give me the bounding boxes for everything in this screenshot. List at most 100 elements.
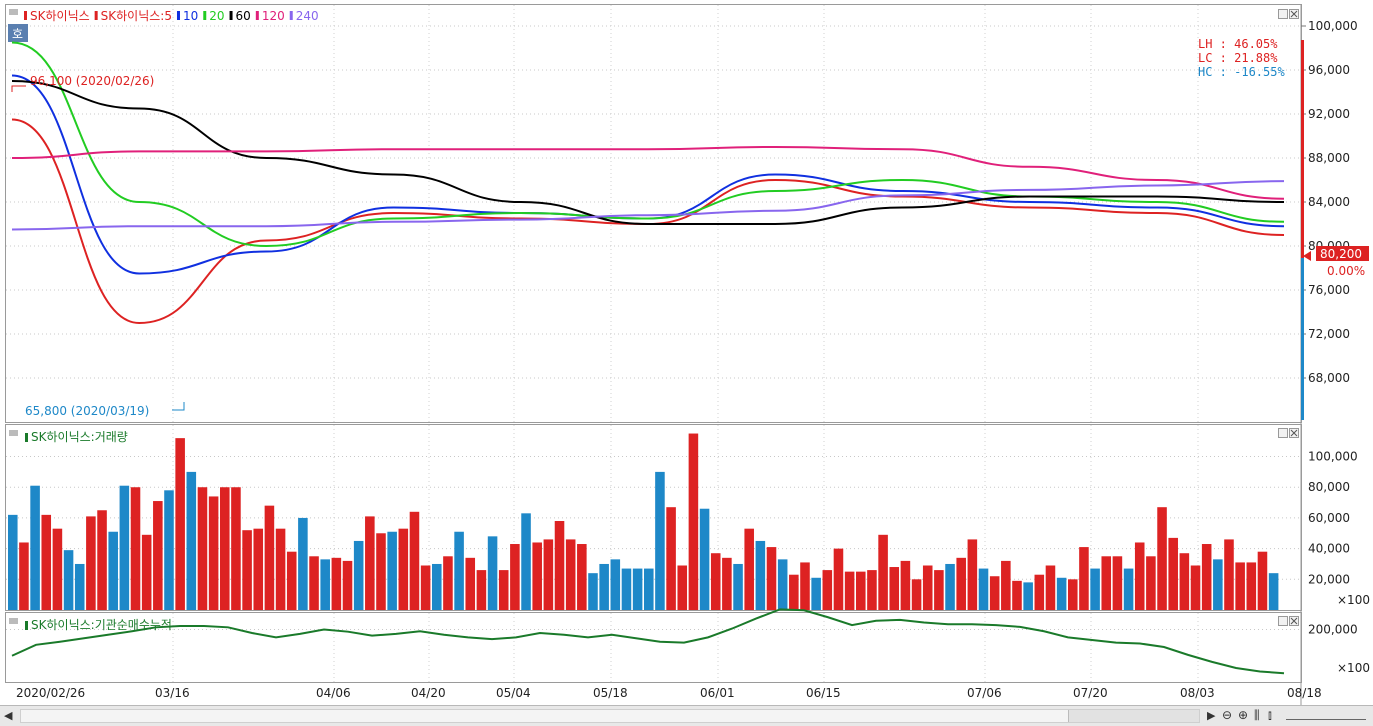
volume-bar bbox=[1056, 577, 1067, 610]
panel-menu-icon[interactable] bbox=[9, 430, 18, 436]
x-axis: 2020/02/26 03/16 04/06 04/20 05/04 05/18 06/01… bbox=[16, 686, 1322, 700]
current-change: 0.00% bbox=[1327, 264, 1365, 278]
quote-badge-text: 호 bbox=[12, 27, 23, 41]
volume-bar bbox=[822, 570, 833, 610]
volume-bar bbox=[733, 563, 743, 610]
price-range-bar-up bbox=[1301, 40, 1304, 420]
volume-bar bbox=[967, 539, 978, 610]
legend-swatch bbox=[255, 11, 259, 20]
x-tick-label: 07/20 bbox=[1073, 686, 1108, 700]
quote-badge[interactable] bbox=[8, 24, 28, 42]
volume-unit: ×100 bbox=[1337, 593, 1370, 607]
price-tick-label: 84,000 bbox=[1308, 195, 1350, 209]
volume-bar bbox=[398, 528, 409, 610]
institution-panel[interactable] bbox=[5, 612, 1302, 683]
institution-panel-window-buttons[interactable] bbox=[1278, 616, 1299, 626]
legend-item: 120 bbox=[262, 9, 285, 23]
price-panel[interactable] bbox=[5, 4, 1302, 423]
volume-tick-label: 80,000 bbox=[1308, 480, 1350, 494]
scroll-left-icon[interactable]: ◀ bbox=[4, 709, 13, 722]
volume-bar bbox=[777, 559, 788, 610]
legend-item: SK하이닉스:5 bbox=[101, 9, 172, 23]
volume-bar bbox=[465, 557, 476, 610]
ma-line-60 bbox=[11, 80, 1285, 226]
volume-bar bbox=[220, 487, 230, 610]
institution-plot bbox=[11, 608, 1285, 675]
price-tick-label: 96,000 bbox=[1308, 63, 1350, 77]
volume-bar bbox=[1134, 542, 1145, 610]
restore-icon[interactable] bbox=[1278, 428, 1288, 438]
volume-bar bbox=[420, 565, 431, 610]
legend-swatch bbox=[229, 11, 233, 20]
x-tick-label: 07/06 bbox=[967, 686, 1002, 700]
volume-bar bbox=[8, 514, 18, 610]
restore-icon[interactable] bbox=[1278, 616, 1288, 626]
x-tick-label: 06/15 bbox=[806, 686, 841, 700]
x-tick-label: 08/18 bbox=[1287, 686, 1322, 700]
zoom-in-icon[interactable]: ⊕ bbox=[1238, 708, 1249, 722]
volume-bar bbox=[498, 570, 509, 610]
bar-width-icon[interactable]: ⫾ bbox=[1268, 708, 1272, 722]
volume-bar bbox=[688, 433, 699, 610]
stat-lh: LH : 46.05% bbox=[1198, 37, 1278, 51]
volume-bar bbox=[1068, 579, 1078, 610]
volume-bar bbox=[989, 576, 1000, 610]
volume-bar bbox=[644, 568, 654, 610]
restore-icon[interactable] bbox=[1278, 9, 1288, 19]
volume-bar bbox=[331, 557, 342, 610]
volume-bar bbox=[1101, 556, 1112, 610]
price-tick-label: 72,000 bbox=[1308, 327, 1350, 341]
price-panel-window-buttons[interactable] bbox=[1278, 9, 1299, 19]
x-tick-label: 03/16 bbox=[155, 686, 190, 700]
volume-bar bbox=[1268, 573, 1279, 610]
stock-chart[interactable]: 호 SK하이닉스 SK하이닉스:5 10 20 60 120 240 SK하이닉스:거래량 … bbox=[0, 0, 1373, 705]
scrollbar-thumb[interactable] bbox=[1068, 710, 1199, 722]
volume-panel-window-buttons[interactable] bbox=[1278, 428, 1299, 438]
volume-bar bbox=[186, 471, 197, 610]
zoom-slider[interactable] bbox=[1286, 708, 1366, 720]
volume-bar bbox=[956, 557, 966, 610]
high-marker bbox=[11, 85, 26, 92]
scroll-right-icon[interactable]: ▶ bbox=[1207, 709, 1216, 722]
volume-bar bbox=[922, 565, 933, 610]
volume-bar bbox=[588, 573, 598, 610]
volume-plot bbox=[8, 433, 1279, 610]
volume-bar bbox=[978, 568, 989, 610]
volume-bar bbox=[766, 547, 777, 610]
volume-bar bbox=[86, 516, 96, 610]
zoom-out-icon[interactable]: ⊖ bbox=[1222, 708, 1233, 722]
volume-bar bbox=[409, 511, 420, 610]
volume-bar bbox=[510, 544, 520, 610]
legend-swatch bbox=[289, 11, 293, 20]
volume-bar bbox=[811, 577, 821, 610]
volume-bar bbox=[577, 544, 587, 610]
horizontal-scrollbar[interactable] bbox=[20, 709, 1200, 723]
bar-spacing-icon[interactable]: ⫼ bbox=[1254, 708, 1260, 722]
panel-menu-icon[interactable] bbox=[9, 618, 18, 624]
volume-bar bbox=[945, 563, 955, 610]
panel-menu-icon[interactable] bbox=[9, 9, 18, 15]
volume-bar bbox=[353, 540, 364, 610]
legend-swatch bbox=[203, 11, 207, 20]
legend-swatch bbox=[24, 11, 27, 20]
volume-bar bbox=[867, 570, 877, 610]
volume-bar bbox=[521, 513, 531, 610]
bottom-toolbar: ◀ ▶ ⊖ ⊕ ⫼ ⫾ bbox=[0, 705, 1373, 726]
volume-bar bbox=[610, 559, 621, 610]
volume-bar bbox=[699, 508, 710, 610]
volume-bar bbox=[1034, 574, 1045, 610]
volume-bar bbox=[309, 556, 319, 610]
volume-bar bbox=[30, 485, 40, 610]
volume-bar bbox=[856, 571, 866, 610]
institution-unit: ×100 bbox=[1337, 661, 1370, 675]
volume-bar bbox=[1224, 539, 1234, 610]
legend-swatch bbox=[94, 11, 98, 20]
volume-tick-label: 40,000 bbox=[1308, 542, 1350, 556]
x-tick-label: 05/04 bbox=[496, 686, 531, 700]
volume-bar bbox=[632, 568, 643, 610]
price-tick-label: 100,000 bbox=[1308, 19, 1358, 33]
volume-bar bbox=[242, 530, 252, 610]
volume-bar bbox=[789, 574, 799, 610]
volume-legend-swatch bbox=[25, 433, 28, 442]
volume-bar bbox=[476, 570, 487, 610]
